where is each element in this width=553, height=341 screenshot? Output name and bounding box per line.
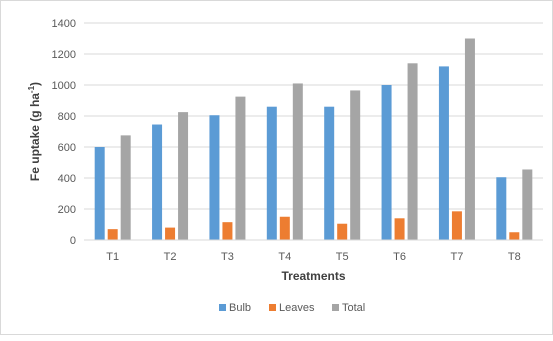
bar-total-t4 [292,83,303,240]
y-tick-label: 200 [58,204,76,216]
x-tick-label: T6 [393,251,406,263]
y-axis-title-superscript: -1 [27,85,36,93]
bar-bulb-t8 [496,177,507,240]
bar-bulb-t5 [324,106,335,240]
y-axis-title-close: ) [28,82,42,86]
y-axis-title: Fe uptake (g ha-1) [27,82,42,181]
legend: Bulb Leaves Total [219,302,365,314]
bar-leaves-t4 [279,216,290,240]
bar-leaves-t7 [451,211,462,240]
legend-label-total: Total [342,302,365,314]
bar-bulb-t4 [266,106,277,240]
bar-total-t7 [464,38,475,240]
legend-swatch-bulb [219,304,226,311]
bar-bulb-t7 [438,66,449,241]
x-tick-label: T5 [336,251,349,263]
x-tick-label: T4 [278,251,291,263]
y-tick-label: 1400 [52,18,76,30]
bar-bulb-t2 [152,124,163,240]
bar-bulb-t3 [209,115,220,240]
bar-total-t3 [235,96,246,240]
x-tick-label: T3 [221,251,234,263]
bar-leaves-t3 [222,222,233,240]
bar-leaves-t1 [107,229,118,240]
bar-total-t5 [350,90,361,240]
x-tick-label: T8 [508,251,521,263]
y-tick-label: 1000 [52,80,76,92]
bar-leaves-t6 [394,218,405,240]
legend-label-leaves: Leaves [279,302,315,314]
bar-total-t2 [178,112,189,240]
y-axis-title-main: Fe uptake (g ha [28,93,42,181]
bar-total-t8 [522,169,533,240]
x-tick-label: T7 [451,251,464,263]
x-axis-title: Treatments [281,269,345,283]
x-tick-label: T1 [106,251,119,263]
y-tick-label: 1200 [52,49,76,61]
bar-bulb-t6 [381,85,392,240]
legend-swatch-leaves [269,304,276,311]
bar-total-t1 [120,135,131,240]
legend-label-bulb: Bulb [229,302,251,314]
legend-swatch-total [332,304,339,311]
y-tick-label: 400 [58,173,76,185]
bar-leaves-t8 [509,232,520,240]
bar-leaves-t2 [165,227,176,240]
y-tick-label: 0 [70,235,76,247]
bars [94,38,533,241]
x-tick-label: T2 [164,251,177,263]
bar-bulb-t1 [94,147,105,240]
y-tick-label: 800 [58,111,76,123]
y-tick-labels: 0 200 400 600 800 1000 1200 1400 [52,18,76,247]
bar-total-t6 [407,63,418,240]
x-tick-labels: T1 T2 T3 T4 T5 T6 T7 T8 [106,251,520,263]
y-tick-label: 600 [58,142,76,154]
bar-leaves-t5 [337,223,348,240]
